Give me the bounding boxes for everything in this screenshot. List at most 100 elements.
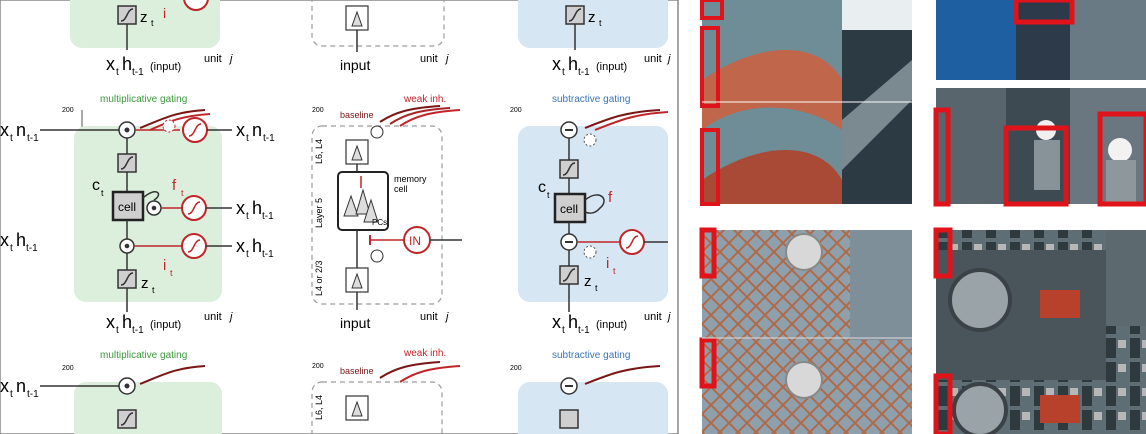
svg-text:200: 200 (312, 363, 324, 370)
svg-text:t: t (613, 266, 616, 276)
svg-text:n: n (16, 120, 26, 140)
mult-gating-unit-bottom: multiplicative gating 200 x t n t-1 (0, 350, 222, 434)
svg-text:t-1: t-1 (578, 325, 590, 336)
svg-text:x: x (106, 54, 115, 74)
sigmoid-icon (568, 8, 582, 22)
svg-text:t: t (116, 325, 119, 336)
svg-text:h: h (122, 312, 132, 332)
svg-text:t: t (599, 18, 602, 28)
photo-tile-4 (933, 227, 1146, 434)
svg-text:200: 200 (62, 107, 74, 114)
svg-text:t-1: t-1 (132, 67, 144, 78)
svg-text:j: j (666, 53, 671, 65)
side-labels-col1: x t n t-1 x t h t-1 x t h t-1 x t n t-1 … (0, 120, 275, 260)
sigmoid-icon (120, 8, 134, 22)
svg-text:200: 200 (510, 365, 522, 372)
svg-text:t-1: t-1 (263, 133, 275, 144)
svg-text:weak inh.: weak inh. (403, 94, 446, 105)
svg-text:cell: cell (118, 200, 136, 214)
svg-text:200: 200 (62, 365, 74, 372)
svg-text:x: x (106, 312, 115, 332)
svg-text:x: x (236, 120, 245, 140)
subtract-gate-icon (370, 125, 384, 139)
sigmoid-icon (625, 235, 639, 249)
svg-text:unit: unit (644, 311, 662, 323)
cortical-circuit-bottom: weak inh. baseline 200 L6, L4 (311, 348, 461, 434)
svg-text:z: z (141, 275, 149, 292)
sub-gating-unit-bottom: subtractive gating 200 (510, 350, 668, 434)
svg-text:t-1: t-1 (132, 325, 144, 336)
mult-gating-unit-top: z t i (70, 0, 220, 50)
svg-text:L6, L4: L6, L4 (314, 395, 324, 420)
svg-text:t: t (116, 67, 119, 78)
photo-tile-2 (933, 0, 1146, 207)
svg-text:unit: unit (420, 311, 438, 323)
pyramidal-neuron-icon (343, 194, 359, 217)
pyramidal-neuron-icon (351, 144, 363, 161)
svg-text:t: t (181, 188, 184, 198)
sigmoid-icon (120, 156, 134, 170)
svg-text:h: h (252, 198, 262, 218)
svg-text:t-1: t-1 (262, 249, 274, 260)
svg-text:z: z (140, 9, 148, 26)
svg-text:t: t (246, 133, 249, 144)
svg-text:x: x (0, 376, 9, 396)
svg-text:t: t (101, 188, 104, 198)
svg-text:z: z (584, 273, 592, 290)
svg-text:t: t (10, 243, 13, 254)
svg-text:j: j (228, 311, 233, 323)
svg-text:(input): (input) (596, 319, 627, 331)
svg-text:z: z (588, 9, 596, 26)
svg-text:input: input (340, 57, 370, 73)
svg-text:t: t (170, 268, 173, 278)
subtract-gate-icon (370, 249, 384, 263)
pyramidal-neuron-icon (351, 272, 363, 289)
svg-text:x: x (0, 230, 9, 250)
svg-text:f: f (608, 189, 613, 206)
pyramidal-neuron-icon (351, 10, 363, 27)
svg-text:t: t (246, 249, 249, 260)
photo-tile-1 (700, 0, 912, 206)
svg-text:t: t (151, 18, 154, 28)
svg-text:baseline: baseline (340, 110, 374, 120)
svg-text:t: t (246, 211, 249, 222)
sigmoid-icon (562, 162, 576, 176)
svg-text:cell: cell (560, 202, 578, 216)
svg-text:t-1: t-1 (27, 389, 39, 400)
svg-text:n: n (252, 120, 262, 140)
pyramidal-neuron-icon (351, 400, 363, 417)
sub-gating-unit-middle: subtractive gating 200 cell c t f i t z … (510, 94, 671, 336)
svg-text:j: j (666, 311, 671, 323)
svg-text:x: x (236, 236, 245, 256)
svg-text:c: c (92, 177, 100, 194)
svg-text:L4 or 2/3: L4 or 2/3 (314, 260, 324, 296)
svg-text:t-1: t-1 (26, 243, 38, 254)
svg-text:x: x (552, 54, 561, 74)
svg-text:j: j (228, 53, 233, 65)
svg-text:j: j (444, 311, 449, 323)
cortical-circuit-top: input unit j (311, 0, 449, 73)
svg-text:h: h (568, 312, 578, 332)
svg-text:cell: cell (394, 184, 408, 194)
svg-text:L6, L4: L6, L4 (314, 139, 324, 164)
svg-text:200: 200 (312, 107, 324, 114)
svg-text:j: j (444, 53, 449, 65)
svg-text:subtractive gating: subtractive gating (552, 350, 630, 361)
svg-text:h: h (252, 236, 262, 256)
svg-text:multiplicative gating: multiplicative gating (100, 350, 187, 361)
svg-text:IN: IN (409, 234, 421, 248)
svg-text:(input): (input) (150, 61, 181, 73)
svg-text:n: n (16, 376, 26, 396)
svg-text:h: h (16, 230, 26, 250)
svg-text:i: i (606, 255, 609, 272)
svg-text:t: t (562, 67, 565, 78)
svg-text:t: t (152, 285, 155, 295)
svg-text:x: x (552, 312, 561, 332)
svg-text:i: i (163, 5, 166, 21)
svg-text:memory: memory (394, 174, 427, 184)
svg-text:i: i (163, 257, 166, 274)
svg-text:Layer 5: Layer 5 (314, 198, 324, 228)
svg-text:x: x (236, 198, 245, 218)
svg-text:(input): (input) (150, 319, 181, 331)
